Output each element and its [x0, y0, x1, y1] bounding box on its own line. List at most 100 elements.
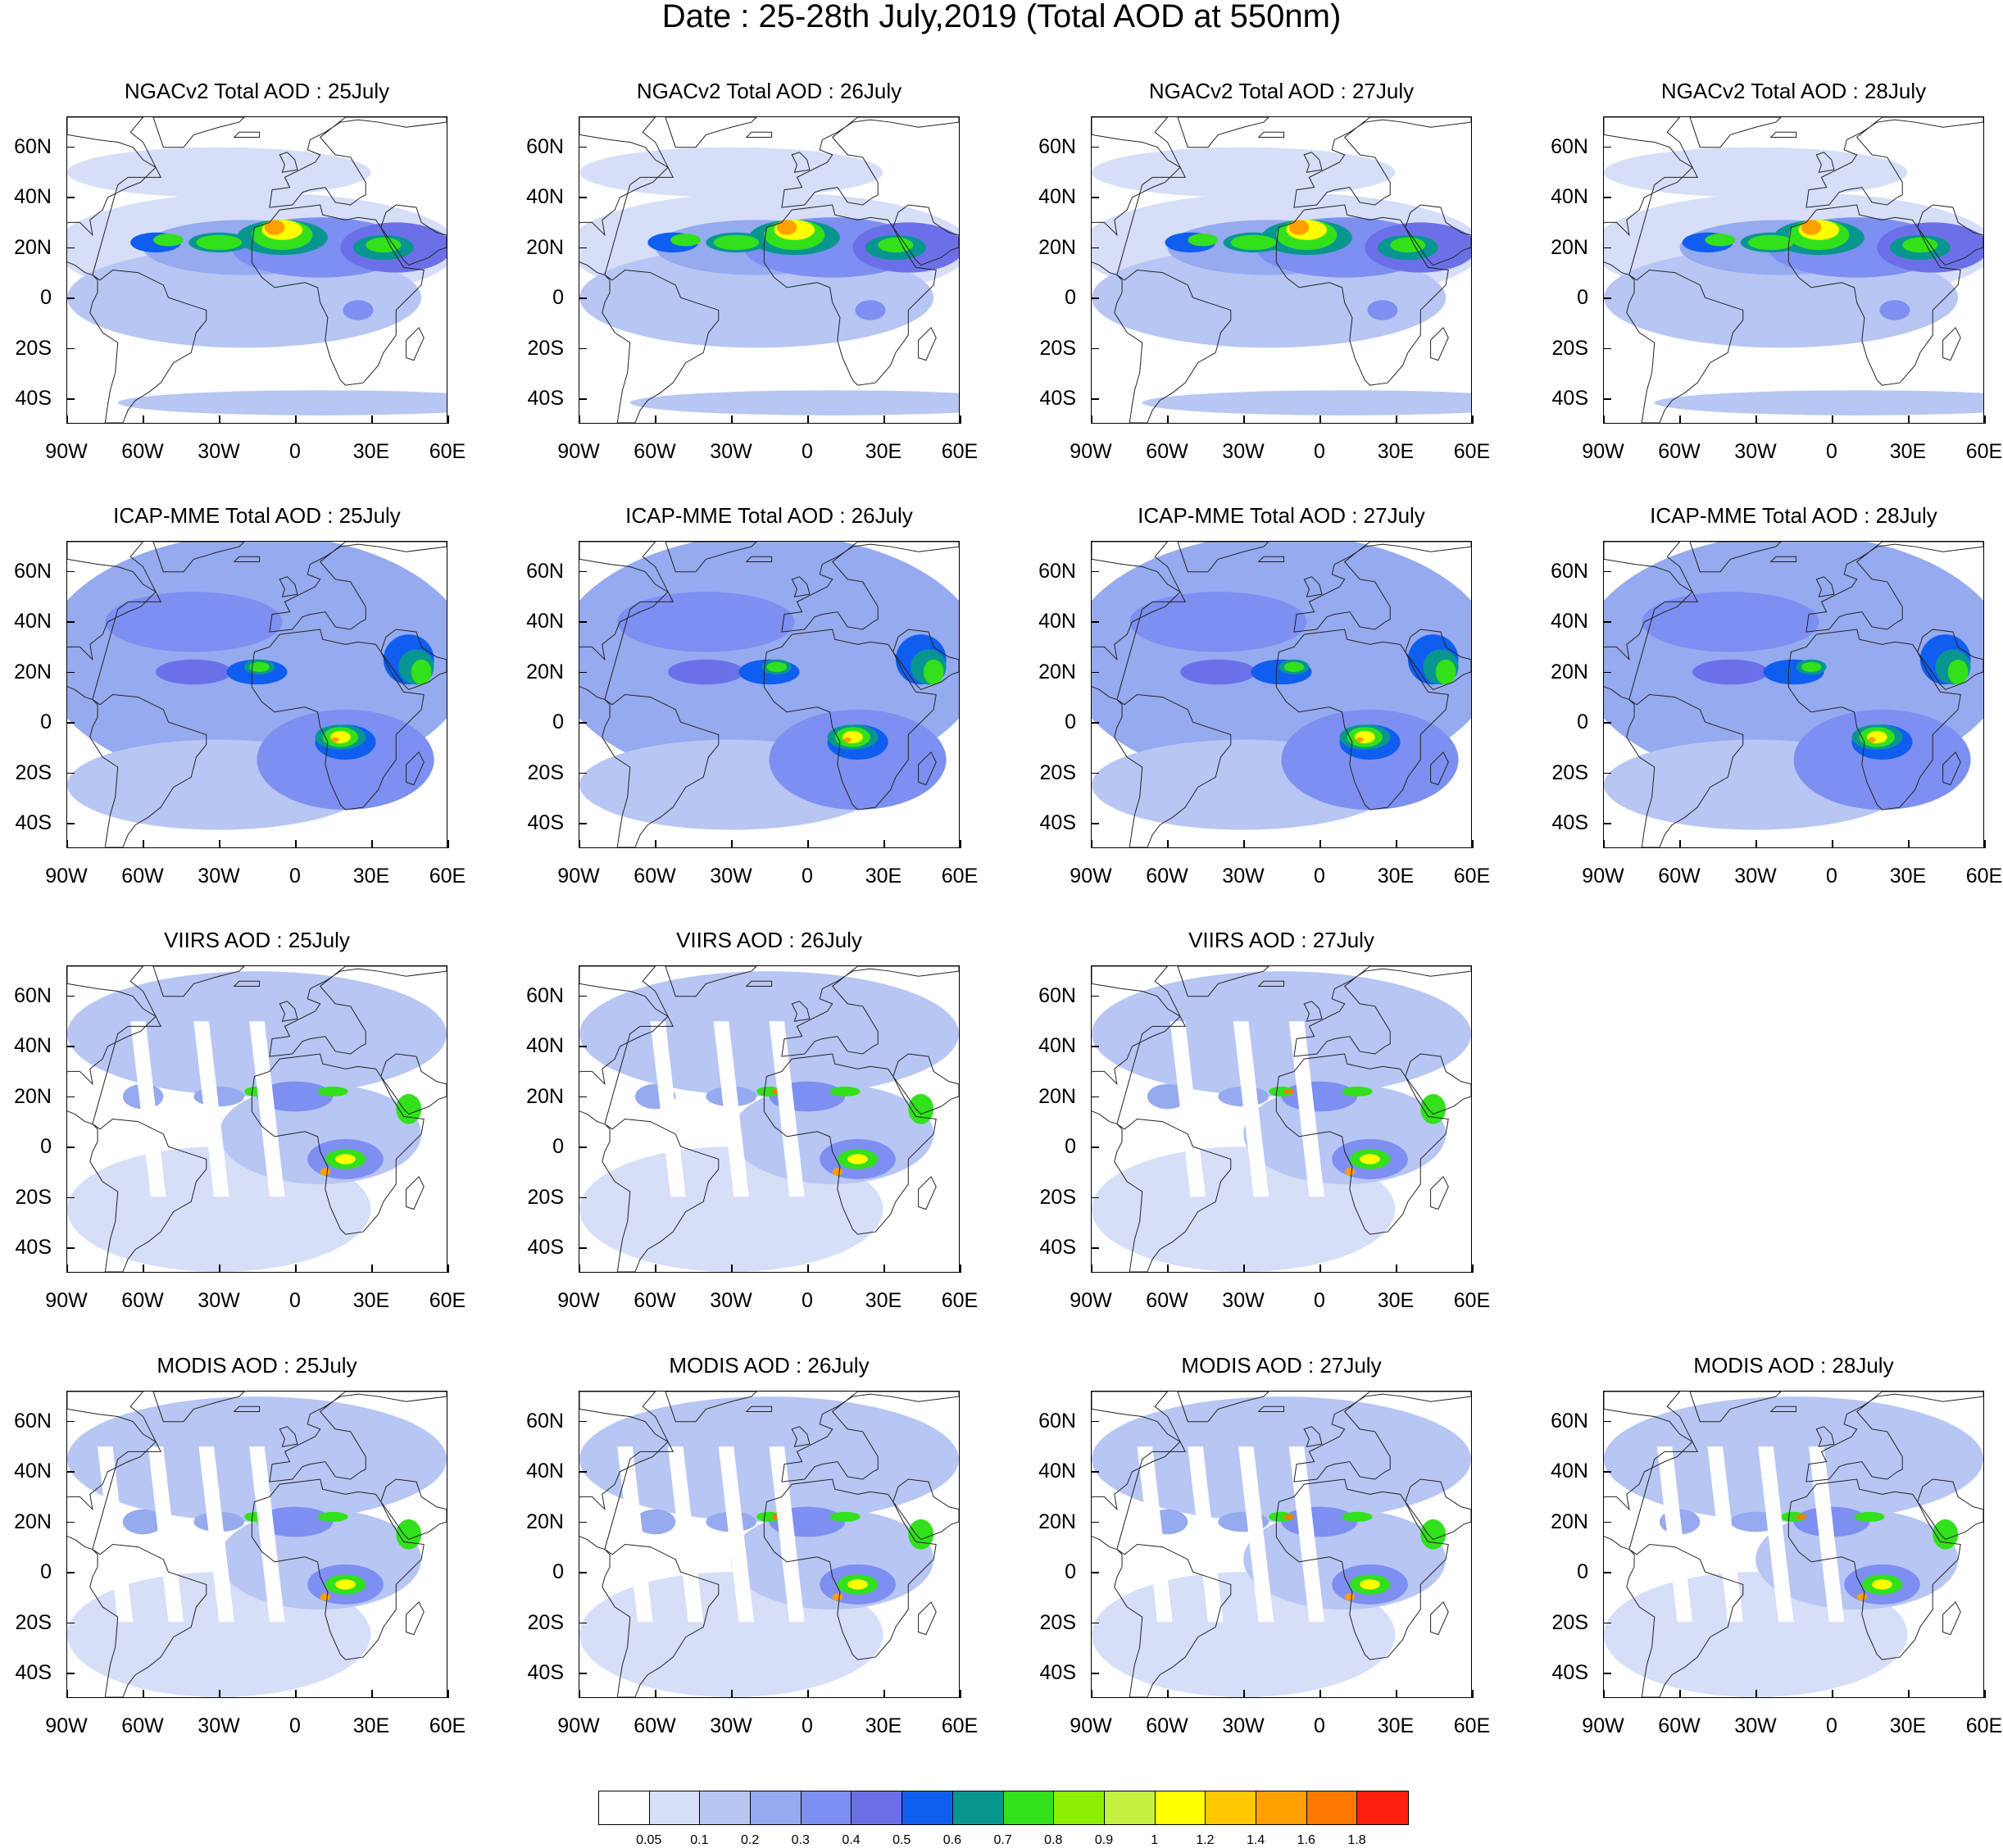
lon-tick-label: 90W — [45, 1289, 88, 1312]
map-panel — [579, 541, 960, 848]
coastline — [1303, 1426, 1323, 1447]
coastline — [1293, 117, 1471, 208]
aod-blob — [331, 737, 339, 742]
aod-blob — [1902, 237, 1938, 253]
lon-tick — [731, 1265, 733, 1273]
panel-title: ICAP-MME Total AOD : 28July — [1650, 503, 1937, 528]
panel-title: ICAP-MME Total AOD : 26July — [625, 503, 913, 528]
lat-tick-label: 40N — [1038, 1034, 1076, 1058]
aod-blob — [257, 1081, 334, 1112]
lon-tick — [807, 1265, 809, 1273]
map-panel — [1091, 1391, 1472, 1698]
lat-tick-label: 20S — [527, 1185, 564, 1209]
lat-tick-label: 40S — [15, 387, 52, 411]
colorbar-label: 0.9 — [1094, 1833, 1114, 1847]
lon-tick — [1319, 415, 1321, 424]
colorbar-label: 0.2 — [740, 1833, 760, 1847]
coastline — [251, 204, 425, 386]
aod-blob — [878, 237, 914, 253]
lon-tick — [1091, 415, 1092, 424]
panel-title: VIIRS AOD : 27July — [1188, 928, 1374, 952]
lon-tick-label: 60W — [121, 865, 164, 888]
swath-gap — [1188, 1446, 1224, 1623]
aod-field — [67, 966, 447, 1272]
aod-blob — [1129, 592, 1307, 652]
aod-blob — [249, 661, 270, 672]
lat-tick-label: 40S — [1039, 811, 1076, 835]
swath-gap — [1288, 1446, 1324, 1623]
lat-tick-label: 20N — [526, 660, 564, 683]
aod-blob — [829, 1086, 861, 1097]
coastline — [1689, 117, 1782, 148]
lat-tick-label: 20N — [1551, 235, 1588, 259]
coastline — [918, 1175, 937, 1210]
lat-tick — [579, 1046, 587, 1047]
lat-tick — [579, 347, 587, 350]
aod-field — [1092, 542, 1471, 847]
aod-blob — [320, 1168, 331, 1176]
coastline — [233, 131, 261, 138]
lon-tick — [66, 840, 68, 848]
aod-blob — [1356, 737, 1364, 742]
lat-tick — [579, 1247, 587, 1249]
coastline — [1430, 326, 1449, 361]
lat-tick — [579, 1622, 587, 1624]
lon-tick — [1091, 840, 1092, 848]
swath-gap — [249, 1021, 285, 1197]
lat-tick — [1091, 995, 1099, 997]
lon-tick-label: 90W — [1070, 440, 1112, 463]
lon-tick — [1243, 415, 1245, 424]
lat-tick — [579, 722, 587, 724]
lon-tick — [883, 415, 885, 424]
lat-tick-label: 20S — [527, 336, 564, 360]
lat-tick — [1091, 1521, 1099, 1523]
aod-field — [579, 117, 959, 423]
lon-tick — [807, 840, 809, 848]
lat-tick — [579, 621, 587, 623]
coastline — [579, 1392, 674, 1551]
colorbar-label: 1.6 — [1297, 1833, 1315, 1847]
lat-tick-label: 40N — [1551, 185, 1588, 209]
aod-blob — [264, 220, 285, 235]
aod-blob — [1230, 234, 1277, 251]
colorbar-swatch — [751, 1791, 802, 1824]
lon-tick-label: 0 — [1314, 1714, 1325, 1737]
lat-tick-label: 60N — [526, 983, 564, 1007]
colorbar-label: 0.7 — [993, 1833, 1012, 1847]
lon-tick — [1472, 1265, 1474, 1273]
aod-blob — [1654, 390, 1983, 415]
lon-tick-label: 90W — [1070, 1289, 1112, 1312]
lon-tick-label: 60W — [1658, 440, 1701, 463]
coastline — [1114, 693, 1232, 847]
lat-tick — [1603, 621, 1611, 623]
aod-blob — [1705, 234, 1736, 247]
panel-title: NGACv2 Total AOD : 26July — [636, 79, 902, 103]
lat-tick — [579, 1196, 587, 1199]
aod-blob — [1344, 1593, 1356, 1601]
lat-tick — [1091, 621, 1099, 623]
lon-tick — [883, 840, 885, 848]
lat-tick — [579, 823, 587, 824]
colorbar-label: 1.8 — [1347, 1833, 1366, 1847]
coastline — [1293, 966, 1471, 1057]
aod-blob — [317, 1086, 348, 1097]
aod-blob — [855, 300, 886, 320]
coastline — [1275, 1478, 1449, 1660]
lon-tick-label: 30W — [1222, 1714, 1265, 1737]
panel-title: VIIRS AOD : 26July — [676, 928, 862, 952]
lat-tick-label: 60N — [14, 559, 52, 583]
lon-tick — [960, 415, 961, 424]
lat-tick — [66, 1521, 75, 1523]
coastline — [380, 629, 447, 691]
lon-tick-label: 0 — [802, 1289, 813, 1312]
aod-blob — [766, 661, 788, 672]
lon-tick — [883, 1690, 885, 1698]
lat-tick-label: 40N — [1551, 1460, 1588, 1483]
lon-tick-label: 30E — [1377, 865, 1415, 888]
lon-tick-label: 30E — [352, 440, 390, 463]
coastline — [1689, 542, 1782, 573]
lat-tick — [1603, 347, 1611, 350]
lat-tick — [579, 1572, 587, 1573]
coastline — [763, 1053, 937, 1235]
aod-blob — [829, 1511, 861, 1522]
